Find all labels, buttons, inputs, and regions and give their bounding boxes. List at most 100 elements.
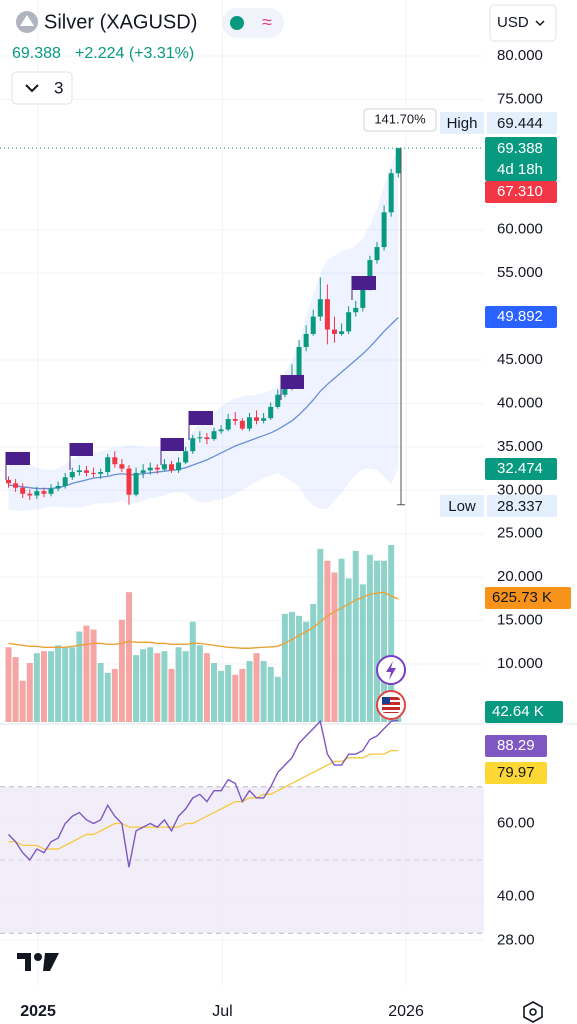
volume-bar <box>345 578 352 722</box>
volume-bar <box>111 668 118 722</box>
countdown: 4d 18h <box>497 161 543 178</box>
symbol-title[interactable]: Silver (XAGUSD) <box>44 11 197 33</box>
candle-body <box>317 299 323 317</box>
volume-bar <box>359 584 366 722</box>
volume-bar <box>161 651 168 722</box>
volume-bar <box>218 670 225 722</box>
x-tick-label: Jul <box>212 1003 232 1020</box>
volume-bar <box>125 592 132 722</box>
candle-body <box>204 437 210 440</box>
candle-body <box>225 419 231 430</box>
bb-lower-badge <box>485 458 557 480</box>
currency: USD <box>497 14 529 31</box>
tv-logo <box>17 953 59 971</box>
candle-body <box>69 472 75 478</box>
candle-body <box>83 470 89 473</box>
status-pill[interactable] <box>222 8 284 38</box>
candle-body <box>303 333 309 347</box>
y-tick-label: 35.000 <box>497 438 543 455</box>
y-tick-label: 45.000 <box>497 351 543 368</box>
low-badge <box>487 495 557 517</box>
y-tick-label: 20.000 <box>497 568 543 585</box>
bollinger-band <box>8 147 399 512</box>
volume-bar <box>296 615 303 722</box>
candle-body <box>13 483 19 488</box>
candle-body <box>119 464 125 469</box>
price-change: +2.224 (+3.31%) <box>75 45 194 62</box>
volume-bar <box>19 680 26 722</box>
volume-bar <box>133 655 140 722</box>
candle-body <box>6 479 12 484</box>
candle-body <box>339 331 345 334</box>
bollinger-basis <box>8 317 399 490</box>
vol-ma-value: 625.73 K <box>492 589 552 606</box>
candle-body <box>261 418 267 421</box>
settings-icon[interactable] <box>523 1001 543 1023</box>
rsi-tick-label: 40.00 <box>497 887 535 904</box>
high-value: 69.444 <box>497 115 543 132</box>
y-tick-label: 30.000 <box>497 481 543 498</box>
volume-bar <box>338 558 345 722</box>
volume-bar <box>12 657 19 722</box>
measure-box <box>363 108 437 132</box>
volume-bar <box>97 663 104 722</box>
candle-body <box>381 212 387 248</box>
low-value: 28.337 <box>497 498 543 515</box>
candle-body <box>331 329 337 334</box>
volume-bar <box>147 647 154 722</box>
volume-bar <box>90 629 97 722</box>
high-label: High <box>447 115 478 132</box>
volume-bar <box>168 668 175 722</box>
candle-body <box>254 417 260 421</box>
candle-body <box>41 491 47 494</box>
volume-bar <box>154 653 161 722</box>
volume-bar <box>26 663 33 722</box>
candle-body <box>168 464 174 471</box>
candle-body <box>91 472 97 474</box>
volume-ma <box>8 591 399 649</box>
candle-body <box>27 493 33 496</box>
volume-bar <box>69 647 76 722</box>
volume-bar <box>239 668 246 722</box>
candle-body <box>268 406 274 419</box>
candle-body <box>197 437 203 439</box>
y-tick-label: 40.000 <box>497 394 543 411</box>
volume-bar <box>211 663 218 722</box>
candle-body <box>282 386 288 395</box>
volume-bar <box>317 548 324 722</box>
y-tick-label: 60.000 <box>497 221 543 238</box>
currency-select[interactable] <box>489 4 557 42</box>
volume-bar <box>175 647 182 722</box>
volume-bar <box>118 619 125 722</box>
symbol-icon-glyph <box>20 15 34 26</box>
candle-body <box>395 148 401 174</box>
candle-body <box>232 419 238 421</box>
rsi-badge <box>485 735 547 757</box>
y-tick-label: 75.000 <box>497 90 543 107</box>
indicator-toggle[interactable] <box>11 71 73 105</box>
price-badge-value: 69.388 <box>497 140 543 157</box>
bb-basis-value: 49.892 <box>497 308 543 325</box>
rsi-value: 88.29 <box>497 737 535 754</box>
y-tick-label: 55.000 <box>497 264 543 281</box>
candle-body <box>367 260 373 287</box>
volume-bar <box>140 649 147 722</box>
volume-bar <box>225 664 232 722</box>
candle-body <box>246 417 252 429</box>
candle-body <box>55 485 61 489</box>
volume-bar <box>246 661 253 722</box>
volume-bar <box>104 672 111 722</box>
candle-body <box>76 470 82 473</box>
volume-bar <box>189 621 196 722</box>
y-tick-label: 15.000 <box>497 612 543 629</box>
candle-body <box>310 316 316 334</box>
volume-bar <box>260 661 267 722</box>
volume-bar <box>281 613 288 722</box>
event-icons <box>376 655 406 720</box>
candle-body <box>112 457 118 465</box>
rsi-band <box>0 787 484 933</box>
candle-body <box>211 431 217 440</box>
volume-bar <box>83 625 90 722</box>
volume-bar <box>310 604 317 722</box>
candle-body <box>353 307 359 313</box>
